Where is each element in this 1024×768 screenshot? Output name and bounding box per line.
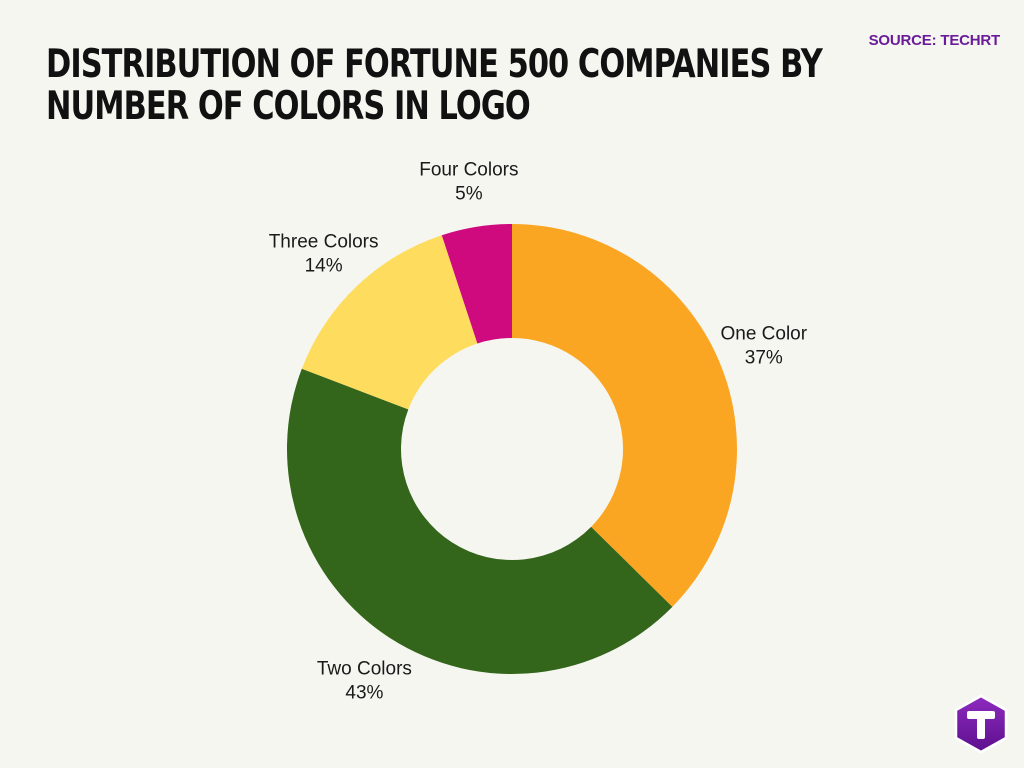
slice-one-color	[512, 224, 737, 607]
slice-labels: One Color 37% Two Colors 43% Three Colors 14%…	[269, 159, 808, 703]
chart-title-line-2: NUMBER OF COLORS IN LOGO	[46, 84, 531, 129]
slice-three-colors	[301, 235, 478, 410]
slice-label-two-colors: Two Colors 43%	[317, 659, 412, 704]
source-label: SOURCE: TECHRT	[868, 32, 1001, 49]
slice-label-four-colors: Four Colors 5%	[419, 159, 518, 204]
slice-label-one-color: One Color 37%	[720, 324, 807, 369]
slice-label-three-colors: Three Colors 14%	[269, 231, 379, 276]
techrt-logo-icon	[954, 694, 1008, 754]
slice-four-colors	[441, 224, 512, 344]
donut-slices	[287, 224, 737, 674]
slice-two-colors	[287, 368, 673, 674]
